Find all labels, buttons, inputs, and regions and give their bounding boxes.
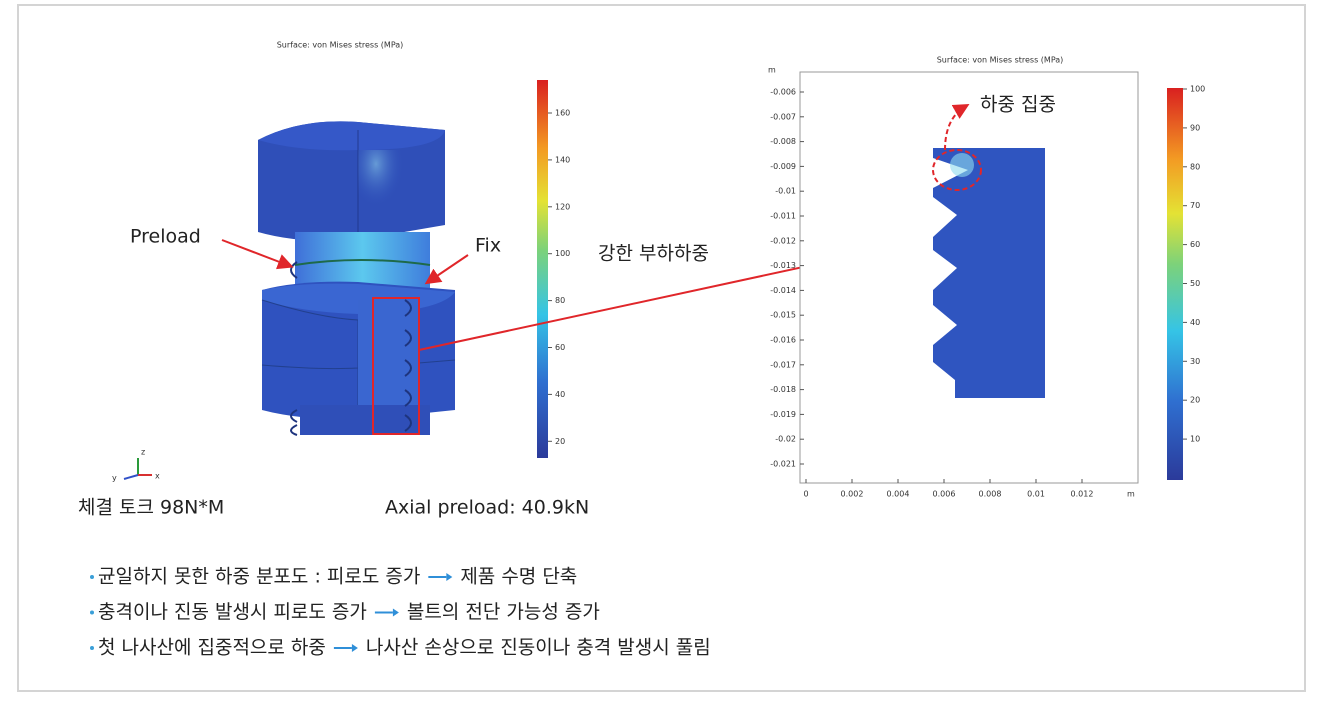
y-tick-label: -0.013 [770, 261, 796, 270]
torque-text: 체결 토크 98N*M [78, 497, 224, 519]
bullet-effect: 제품 수명 단축 [460, 566, 577, 588]
x-tick-label: 0.006 [933, 490, 956, 499]
y-tick-label: -0.021 [770, 460, 796, 469]
y-tick-label: -0.007 [770, 112, 796, 121]
colorbar-label: 100 [1190, 85, 1205, 94]
y-tick-label: -0.011 [770, 212, 796, 221]
y-tick-label: -0.014 [770, 286, 796, 295]
colorbar-label: 30 [1190, 357, 1200, 366]
colorbar-label: 60 [1190, 240, 1200, 249]
axis-label: z [141, 448, 145, 457]
bullet-dot [90, 646, 94, 650]
x-tick-label: 0.012 [1071, 490, 1094, 499]
x-tick-label: 0.002 [841, 490, 864, 499]
bullet-cause: 균일하지 못한 하중 분포도 : 피로도 증가 [98, 566, 420, 588]
colorbar [1167, 88, 1183, 480]
colorbar-label: 120 [555, 202, 570, 211]
unit-label: m [1127, 490, 1135, 499]
y-tick-label: -0.02 [775, 435, 796, 444]
x-tick-label: 0.01 [1027, 490, 1045, 499]
x-tick-label: 0.008 [979, 490, 1002, 499]
bullet-effect: 나사산 손상으로 진동이나 충격 발생시 풀림 [366, 637, 711, 659]
y-tick-label: -0.016 [770, 336, 796, 345]
fix-label: Fix [475, 235, 501, 257]
y-tick-label: -0.019 [770, 410, 796, 419]
colorbar-label: 10 [1190, 435, 1200, 444]
bullet-dot [90, 575, 94, 579]
plot-title: Surface: von Mises stress (MPa) [277, 41, 404, 50]
x-tick-label: 0.004 [887, 490, 910, 499]
callout: 강한 부하하중 [598, 243, 709, 265]
y-tick-label: -0.018 [770, 385, 796, 394]
bullet-dot [90, 611, 94, 615]
colorbar-label: 160 [555, 109, 570, 118]
colorbar [537, 80, 548, 458]
colorbar-label: 40 [555, 390, 565, 399]
colorbar-label: 20 [1190, 396, 1200, 405]
colorbar-label: 140 [555, 155, 570, 164]
y-tick-label: -0.012 [770, 236, 796, 245]
colorbar-label: 40 [1190, 318, 1200, 327]
preload-label: Preload [130, 226, 201, 248]
colorbar-label: 20 [555, 437, 565, 446]
axial-text: Axial preload: 40.9kN [385, 497, 589, 519]
colorbar-label: 80 [1190, 162, 1200, 171]
axis-label: x [155, 472, 160, 481]
unit-label: m [768, 66, 776, 75]
axis-label: y [112, 474, 117, 483]
x-tick-label: 0 [803, 490, 808, 499]
colorbar-label: 50 [1190, 279, 1200, 288]
bullet-cause: 첫 나사산에 집중적으로 하중 [98, 637, 326, 659]
colorbar-label: 100 [555, 249, 570, 258]
hotspot [950, 153, 974, 177]
colorbar-label: 60 [555, 343, 565, 352]
y-tick-label: -0.008 [770, 137, 796, 146]
bullet-effect: 볼트의 전단 가능성 증가 [407, 601, 600, 623]
bullet-cause: 충격이나 진동 발생시 피로도 증가 [98, 601, 367, 623]
y-tick-label: -0.015 [770, 311, 796, 320]
annotation: 하중 집중 [980, 94, 1056, 116]
colorbar-label: 70 [1190, 201, 1200, 210]
y-tick-label: -0.017 [770, 360, 796, 369]
page: Surface: von Mises stress (MPa) 160 140 12… [0, 0, 1322, 704]
colorbar-label: 80 [555, 296, 565, 305]
plot-title: Surface: von Mises stress (MPa) [937, 56, 1064, 65]
y-tick-label: -0.01 [775, 187, 796, 196]
colorbar-label: 90 [1190, 123, 1200, 132]
y-tick-label: -0.009 [770, 162, 796, 171]
y-tick-label: -0.006 [770, 88, 796, 97]
